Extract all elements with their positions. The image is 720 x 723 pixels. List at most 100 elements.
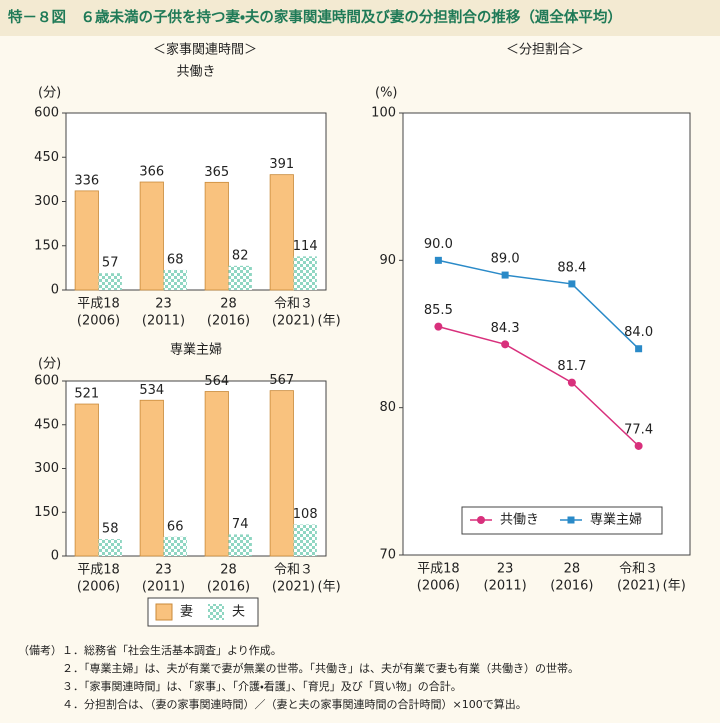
bar bbox=[293, 256, 317, 290]
bar bbox=[139, 181, 164, 291]
x-tick-label: (2006) bbox=[417, 579, 460, 594]
value-label: 567 bbox=[269, 373, 294, 388]
y-unit: (%) bbox=[375, 86, 398, 101]
value-label: 82 bbox=[232, 248, 249, 263]
bar bbox=[269, 174, 294, 291]
line bbox=[438, 325, 640, 447]
y-tick-label: 150 bbox=[34, 238, 59, 253]
value-label: 108 bbox=[293, 507, 318, 522]
bar bbox=[98, 273, 122, 290]
value-label: 88.4 bbox=[557, 260, 586, 275]
x-tick-label: (2016) bbox=[207, 314, 250, 329]
value-label: 85.5 bbox=[424, 303, 453, 318]
bar bbox=[163, 269, 187, 290]
y-tick-label: 600 bbox=[34, 106, 59, 121]
value-label: 564 bbox=[204, 374, 229, 389]
value-label: 58 bbox=[102, 522, 119, 537]
legend-label: 夫 bbox=[232, 605, 245, 620]
x-unit: (年) bbox=[663, 579, 686, 594]
marker bbox=[568, 280, 576, 288]
legend-marker bbox=[477, 516, 485, 524]
x-tick-label: 平成18 bbox=[77, 563, 120, 578]
bar bbox=[293, 524, 317, 556]
legend-label: 妻 bbox=[180, 605, 193, 620]
x-tick-label: (2011) bbox=[142, 580, 185, 595]
y-tick-label: 450 bbox=[34, 150, 59, 165]
x-tick-label: (2021) bbox=[617, 579, 660, 594]
x-tick-label: (2006) bbox=[77, 314, 120, 329]
note: ４．分担割合は、（妻の家事関連時間）／（妻と夫の家事関連時間の合計時間）×100… bbox=[62, 697, 527, 711]
value-label: 89.0 bbox=[491, 252, 520, 267]
bar bbox=[228, 265, 252, 290]
y-tick-label: 450 bbox=[34, 417, 59, 432]
value-label: 336 bbox=[74, 173, 99, 188]
value-label: 74 bbox=[232, 517, 249, 532]
legend-marker bbox=[567, 516, 575, 524]
notes-label: （備考） bbox=[18, 644, 62, 657]
value-label: 66 bbox=[167, 519, 184, 534]
x-tick-label: 28 bbox=[220, 297, 237, 312]
value-label: 521 bbox=[74, 387, 99, 402]
x-unit: (年) bbox=[318, 314, 341, 329]
bar bbox=[98, 539, 122, 556]
x-tick-label: (2016) bbox=[550, 579, 593, 594]
section-title: ＜分担割合＞ bbox=[506, 43, 584, 58]
x-tick-label: (2006) bbox=[77, 580, 120, 595]
value-label: 114 bbox=[293, 239, 318, 254]
marker bbox=[635, 345, 643, 353]
y-tick-label: 150 bbox=[34, 505, 59, 520]
line bbox=[438, 259, 640, 350]
note: ３．「家事関連時間」は、「家事」、「介護・看護」、「育児」及び「買い物」の合計。 bbox=[62, 679, 462, 693]
x-tick-label: 令和３ bbox=[274, 563, 313, 578]
bar bbox=[269, 390, 294, 557]
chart-title: 共働き bbox=[176, 65, 215, 80]
value-label: 84.0 bbox=[624, 325, 653, 340]
x-tick-label: 平成18 bbox=[77, 297, 120, 312]
bar bbox=[74, 403, 99, 557]
marker bbox=[501, 271, 509, 279]
value-label: 77.4 bbox=[624, 422, 653, 437]
y-unit: (分) bbox=[38, 357, 61, 372]
y-tick-label: 0 bbox=[51, 549, 59, 564]
x-tick-label: 23 bbox=[155, 563, 172, 578]
x-tick-label: (2011) bbox=[142, 314, 185, 329]
bar bbox=[204, 391, 229, 557]
legend: 妻夫 bbox=[147, 597, 259, 627]
x-unit: (年) bbox=[318, 580, 341, 595]
y-tick-label: 70 bbox=[379, 548, 396, 563]
legend: 共働き 専業主婦 bbox=[461, 506, 663, 535]
legend-label: 専業主婦 bbox=[590, 512, 642, 528]
x-tick-label: 令和３ bbox=[274, 297, 313, 312]
x-tick-label: 23 bbox=[497, 562, 514, 577]
y-tick-label: 80 bbox=[379, 400, 396, 415]
y-tick-label: 300 bbox=[34, 461, 59, 476]
bar bbox=[139, 399, 164, 557]
bar bbox=[163, 536, 187, 556]
bar bbox=[228, 534, 252, 556]
x-tick-label: 23 bbox=[155, 297, 172, 312]
value-label: 365 bbox=[204, 165, 229, 180]
marker bbox=[567, 378, 576, 387]
value-label: 90.0 bbox=[424, 237, 453, 252]
x-tick-label: 28 bbox=[564, 562, 581, 577]
section-title: ＜家事関連時間＞ bbox=[153, 43, 257, 58]
value-label: 366 bbox=[139, 165, 164, 180]
legend-swatch bbox=[155, 603, 173, 621]
chart-title: 専業主婦 bbox=[170, 342, 222, 358]
y-tick-label: 100 bbox=[371, 106, 396, 121]
value-label: 68 bbox=[167, 252, 184, 267]
note: ２．「専業主婦」は、夫が有業で妻が無業の世帯。「共働き」は、夫が有業で妻も有業（… bbox=[62, 661, 579, 675]
value-label: 84.3 bbox=[491, 321, 520, 336]
bar bbox=[74, 190, 99, 291]
y-tick-label: 0 bbox=[51, 283, 59, 298]
value-label: 534 bbox=[139, 383, 164, 398]
plot-frame bbox=[402, 112, 691, 556]
x-tick-label: 平成18 bbox=[417, 562, 460, 577]
figure-title: 特－８図 ６歳未満の子供を持つ妻・夫の家事関連時間及び妻の分担割合の推移（週全体… bbox=[8, 8, 622, 26]
y-tick-label: 300 bbox=[34, 194, 59, 209]
legend-label: 共働き bbox=[500, 513, 539, 528]
x-tick-label: 令和３ bbox=[619, 562, 658, 577]
value-label: 81.7 bbox=[557, 359, 586, 374]
